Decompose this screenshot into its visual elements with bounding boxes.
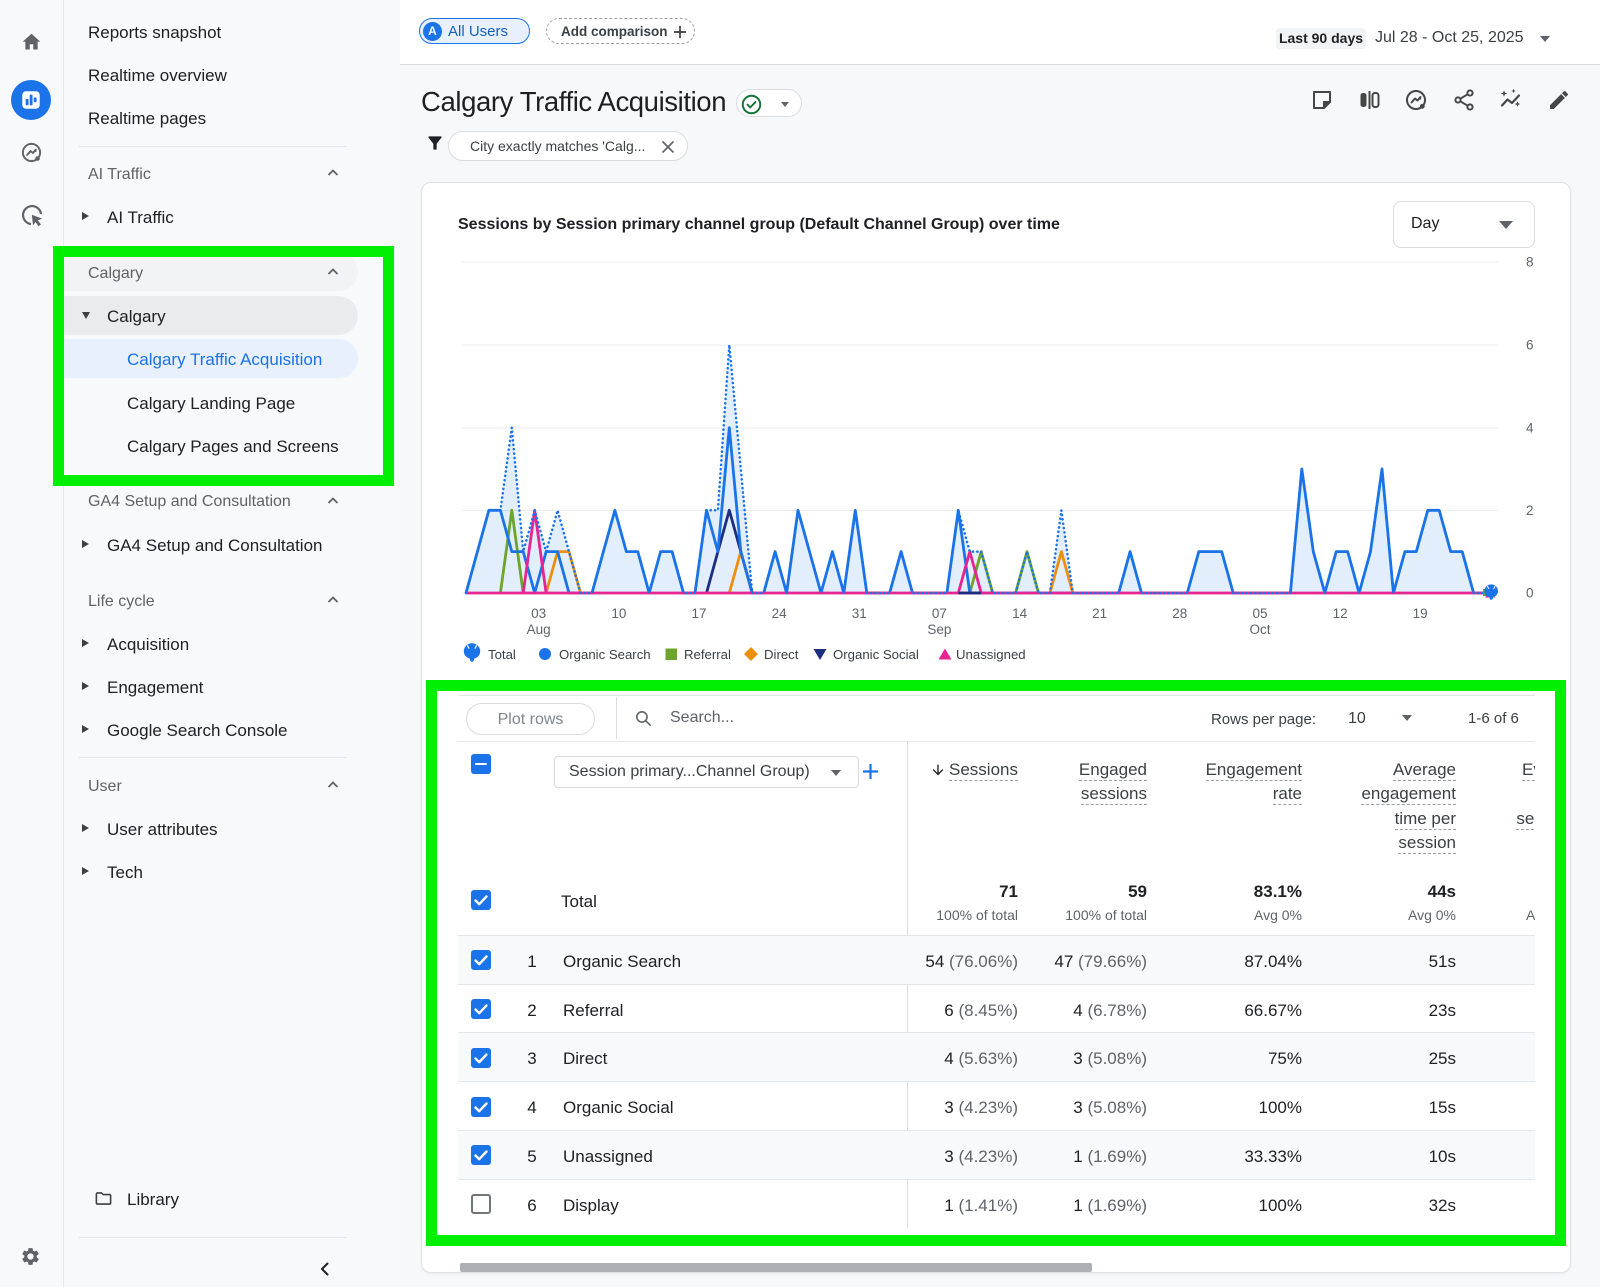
svg-text:Aug: Aug bbox=[527, 622, 551, 637]
svg-text:03: 03 bbox=[531, 606, 546, 621]
svg-text:14: 14 bbox=[1012, 606, 1028, 621]
svg-text:10: 10 bbox=[611, 606, 626, 621]
svg-text:Sep: Sep bbox=[927, 622, 951, 637]
svg-text:Organic Social: Organic Social bbox=[833, 647, 919, 662]
svg-text:Unassigned: Unassigned bbox=[956, 647, 1026, 662]
svg-text:Oct: Oct bbox=[1249, 622, 1270, 637]
svg-text:07: 07 bbox=[932, 606, 947, 621]
svg-text:24: 24 bbox=[772, 606, 788, 621]
svg-text:2: 2 bbox=[1526, 503, 1534, 518]
svg-text:Organic Search: Organic Search bbox=[559, 647, 651, 662]
svg-text:17: 17 bbox=[691, 606, 706, 621]
svg-text:Total: Total bbox=[488, 647, 516, 662]
svg-text:19: 19 bbox=[1413, 606, 1428, 621]
svg-text:Direct: Direct bbox=[764, 647, 799, 662]
svg-text:Referral: Referral bbox=[684, 647, 731, 662]
svg-text:12: 12 bbox=[1333, 606, 1348, 621]
svg-text:8: 8 bbox=[1526, 255, 1534, 270]
svg-text:28: 28 bbox=[1172, 606, 1187, 621]
svg-text:05: 05 bbox=[1252, 606, 1267, 621]
svg-text:31: 31 bbox=[852, 606, 867, 621]
svg-text:6: 6 bbox=[1526, 338, 1534, 353]
svg-text:0: 0 bbox=[1526, 586, 1534, 601]
svg-text:4: 4 bbox=[1526, 421, 1534, 436]
svg-text:21: 21 bbox=[1092, 606, 1107, 621]
